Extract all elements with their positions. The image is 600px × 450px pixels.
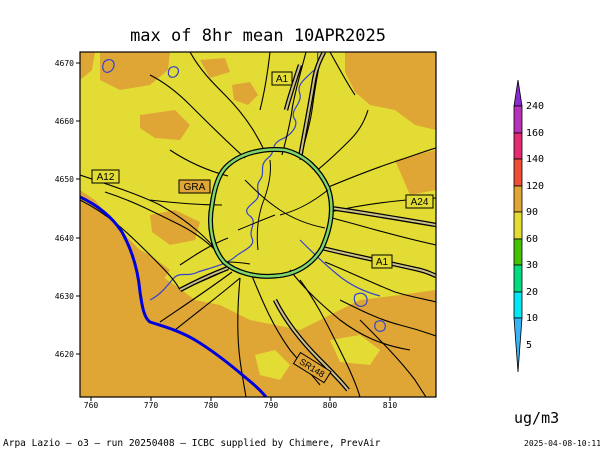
road-label-a24: A24	[405, 194, 434, 209]
footer-credits: Arpa Lazio — o3 — run 20250408 — ICBC su…	[3, 438, 381, 449]
colorbar-labels: 240 160 140 120 90 60 30 20 10 5	[526, 101, 544, 351]
colorbar-segment	[513, 132, 523, 160]
svg-text:A1: A1	[376, 257, 389, 268]
road-label-a12: A12	[91, 169, 120, 184]
colorbar-segment	[513, 185, 523, 213]
x-tick-label: 770	[144, 401, 159, 410]
colorbar-segment	[513, 264, 523, 293]
concentration-field	[80, 52, 436, 397]
road-label-gra: GRA	[178, 179, 211, 194]
road-label-a1-north: A1	[271, 71, 293, 86]
y-tick-label: 4670	[55, 59, 74, 68]
x-tick-label: 760	[84, 401, 99, 410]
colorbar-label: 60	[526, 234, 538, 245]
x-tick-label: 790	[264, 401, 279, 410]
x-tick-label: 780	[204, 401, 219, 410]
colorbar-label: 240	[526, 101, 544, 112]
svg-text:GRA: GRA	[184, 182, 206, 193]
timestamp: 2025-04-08-10:11	[524, 439, 600, 448]
x-tick-label: 800	[323, 401, 338, 410]
svg-text:A12: A12	[97, 172, 115, 183]
rivers	[102, 52, 386, 332]
svg-text:A1: A1	[276, 74, 289, 85]
colorbar-label: 90	[526, 207, 538, 218]
colorbar-label: 120	[526, 181, 544, 192]
map-title: max of 8hr mean 10APR2025	[130, 26, 386, 46]
y-tick-label: 4640	[55, 234, 74, 243]
road-label-a1-south: A1	[371, 254, 393, 269]
colorbar-top-arrow	[513, 79, 523, 107]
colorbar-segment	[513, 105, 523, 134]
colorbar-segment	[513, 291, 523, 319]
axis-ticks	[76, 62, 391, 401]
coastline	[80, 195, 268, 397]
plot-frame	[79, 51, 437, 398]
colorbar-segment	[513, 158, 523, 187]
motorways	[178, 52, 436, 392]
x-axis-labels: 760 770 780 790 800 810	[84, 401, 398, 410]
colorbar-bottom-arrow	[513, 317, 523, 373]
colorbar-label: 30	[526, 260, 538, 271]
gra-ring-road	[208, 147, 334, 279]
colorbar-label: 160	[526, 128, 544, 139]
units-label: ug/m3	[514, 409, 560, 427]
colorbar-label: 20	[526, 287, 538, 298]
inner-roads	[237, 159, 329, 251]
y-tick-label: 4630	[55, 292, 74, 301]
y-tick-label: 4650	[55, 175, 74, 184]
y-tick-label: 4620	[55, 350, 74, 359]
y-tick-label: 4660	[55, 117, 74, 126]
colorbar-label: 10	[526, 313, 538, 324]
colorbar-segment	[513, 238, 523, 266]
x-tick-label: 810	[383, 401, 398, 410]
svg-text:A24: A24	[411, 197, 429, 208]
colorbar-label: 5	[526, 340, 532, 351]
colorbar-label: 140	[526, 154, 544, 165]
colorbar-segment	[513, 211, 523, 240]
y-axis-labels: 4670 4660 4650 4640 4630 4620	[55, 59, 74, 359]
colorbar: 240 160 140 120 90 60 30 20 10 5	[513, 79, 544, 373]
